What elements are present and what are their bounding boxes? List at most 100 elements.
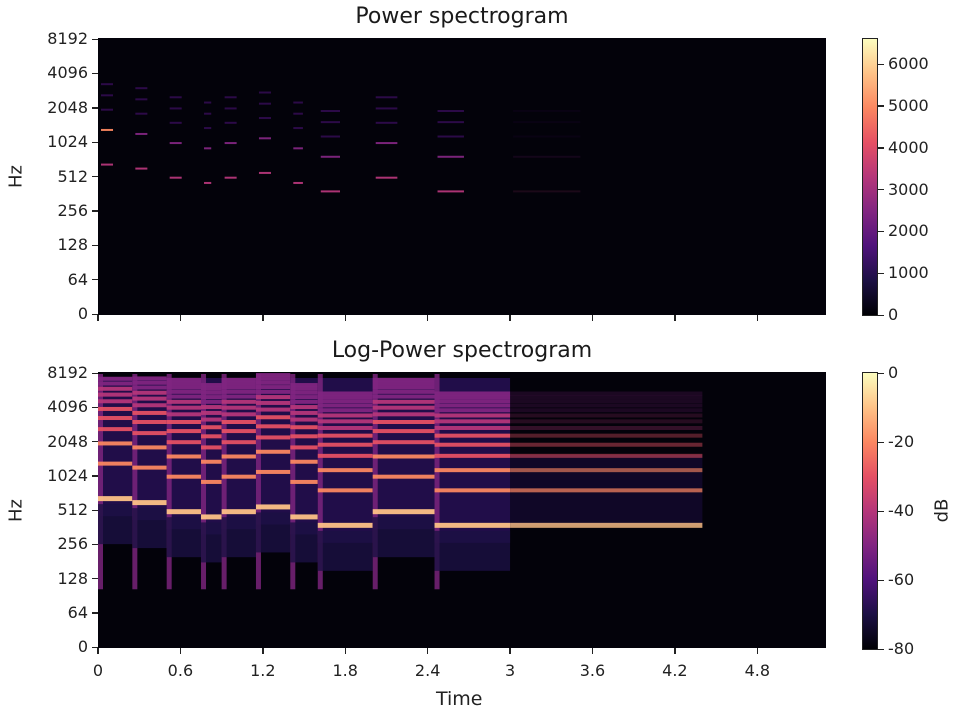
harmonic-dash — [224, 96, 237, 99]
harmonic-dash — [320, 109, 341, 112]
harmonic-band — [221, 454, 256, 459]
x-tick — [179, 648, 182, 654]
harmonic-band — [255, 385, 291, 390]
harmonic-band — [201, 459, 222, 464]
harmonic-dash — [224, 107, 237, 110]
harmonic-band — [98, 427, 133, 432]
colorbar-tick-label: -40 — [888, 501, 915, 520]
harmonic-band — [434, 488, 511, 493]
x-tick — [344, 315, 346, 321]
harmonic-band — [434, 391, 511, 396]
harmonic-dash — [375, 142, 398, 145]
harmonic-band — [166, 394, 202, 399]
colorbar-tick — [878, 63, 884, 65]
harmonic-band — [290, 399, 318, 404]
x-tick — [97, 648, 99, 654]
harmonic-band — [317, 403, 373, 408]
harmonic-dash — [169, 107, 182, 110]
harmonic-dash — [293, 101, 303, 104]
harmonic-band — [132, 419, 167, 424]
bottom-colorbar-label: dB — [931, 498, 953, 523]
colorbar-tick-label: -20 — [888, 432, 915, 451]
harmonic-band — [221, 429, 256, 434]
harmonic-dash — [437, 121, 464, 124]
harmonic-band — [290, 417, 318, 422]
harmonic-band — [255, 373, 291, 378]
y-tick — [92, 475, 98, 477]
colorbar-tick-label: -60 — [888, 570, 915, 589]
harmonic-band — [132, 445, 167, 450]
harmonic-band — [221, 389, 256, 394]
harmonic-band — [166, 377, 202, 382]
harmonic-dash — [375, 96, 398, 99]
harmonic-band — [166, 399, 202, 404]
y-tick-label: 8192 — [47, 29, 88, 48]
harmonic-band — [201, 417, 222, 422]
x-tick — [179, 315, 182, 321]
harmonic-band — [372, 405, 435, 410]
harmonic-dash — [437, 190, 464, 193]
harmonic-band — [166, 385, 202, 390]
x-tick — [97, 315, 99, 321]
y-tick — [92, 406, 98, 409]
harmonic-dash — [101, 94, 114, 97]
low-noise — [221, 517, 256, 558]
harmonic-band — [290, 425, 318, 430]
low-noise — [317, 530, 373, 571]
y-tick — [92, 210, 98, 212]
harmonic-band — [255, 424, 291, 429]
x-tick-label: 1.2 — [250, 661, 276, 680]
harmonic-band — [132, 500, 167, 506]
harmonic-dash — [513, 121, 581, 124]
x-tick — [509, 315, 511, 321]
harmonic-band — [255, 389, 291, 394]
harmonic-band — [132, 385, 167, 390]
harmonic-band — [201, 399, 222, 404]
y-tick — [92, 72, 98, 75]
harmonic-band — [434, 419, 511, 424]
harmonic-band — [221, 474, 256, 479]
harmonic-band — [372, 419, 435, 424]
onset-transient — [255, 374, 261, 590]
x-tick — [427, 648, 429, 654]
x-tick-label: 2.4 — [414, 661, 441, 680]
harmonic-dash — [169, 121, 182, 124]
harmonic-band — [317, 395, 373, 400]
harmonic-dash — [258, 137, 271, 140]
harmonic-band — [510, 391, 703, 396]
y-tick-label: 128 — [57, 235, 88, 255]
harmonic-band — [317, 453, 373, 458]
harmonic-band — [201, 390, 222, 395]
harmonic-dash — [135, 87, 148, 90]
harmonic-band — [132, 380, 167, 385]
harmonic-band — [372, 394, 435, 399]
harmonic-band — [290, 434, 318, 439]
top-plot-area — [98, 38, 826, 315]
x-tick — [756, 315, 759, 321]
harmonic-band — [201, 405, 222, 410]
harmonic-band — [201, 386, 222, 391]
harmonic-band — [255, 449, 291, 454]
harmonic-band — [255, 376, 291, 381]
harmonic-band — [132, 396, 167, 401]
y-tick-label: 64 — [67, 602, 88, 622]
harmonic-band — [132, 403, 167, 408]
y-tick — [92, 372, 98, 374]
low-noise — [255, 512, 291, 553]
low-noise — [132, 508, 167, 549]
y-tick — [92, 141, 98, 143]
harmonic-dash — [258, 171, 271, 174]
harmonic-band — [510, 442, 703, 447]
harmonic-band — [221, 509, 256, 515]
harmonic-band — [372, 381, 435, 386]
harmonic-dash — [204, 127, 212, 130]
harmonic-band — [372, 454, 435, 459]
harmonic-band — [510, 413, 703, 418]
harmonic-band — [510, 395, 703, 400]
bottom-spectrogram — [98, 373, 703, 590]
x-tick — [427, 315, 429, 321]
harmonic-band — [98, 392, 133, 397]
y-tick — [92, 646, 98, 648]
harmonic-dash — [513, 155, 581, 158]
